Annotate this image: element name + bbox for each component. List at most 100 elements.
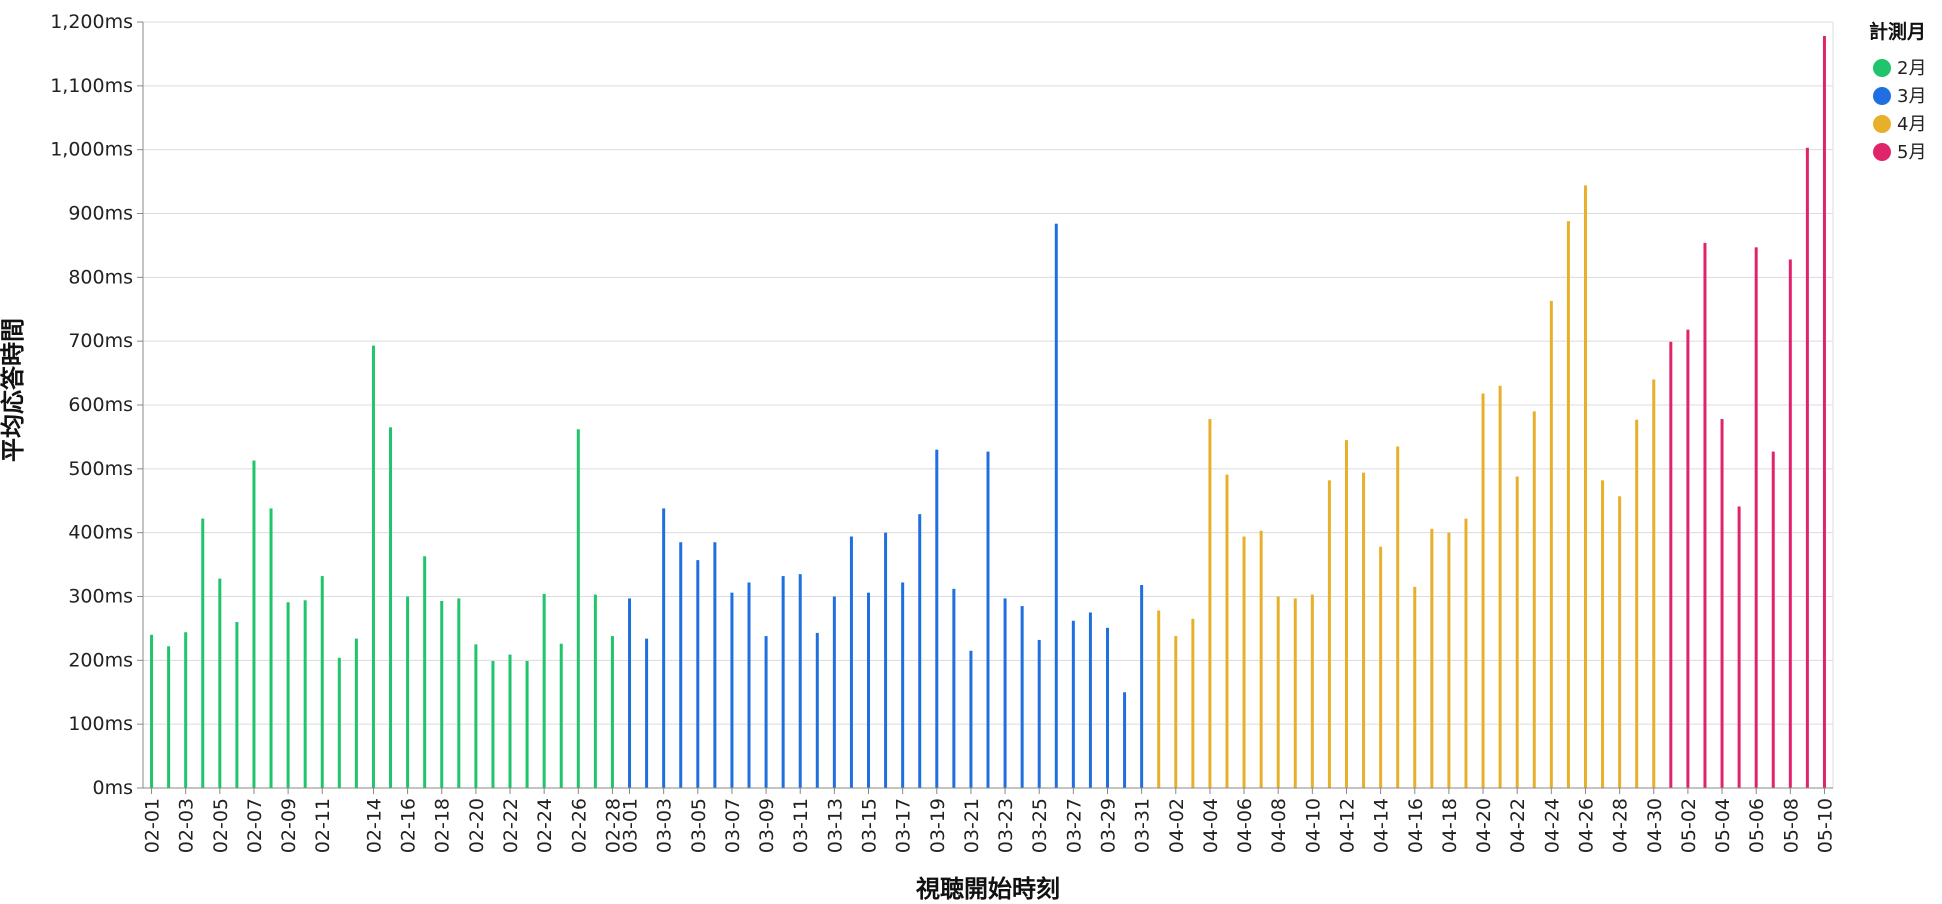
- bar-02-25: [559, 643, 563, 788]
- legend-swatch: [1873, 115, 1891, 133]
- bar-05-01: [1669, 341, 1673, 788]
- bar-03-31: [1140, 585, 1144, 788]
- y-tick-label: 800ms: [68, 266, 133, 288]
- bar-04-03: [1191, 618, 1195, 788]
- x-tick-label: 04-16: [1405, 798, 1427, 853]
- bar-04-01: [1157, 610, 1161, 788]
- bar-02-01: [150, 634, 154, 788]
- x-tick-label: 03-03: [654, 798, 676, 853]
- bar-03-28: [1088, 612, 1092, 788]
- y-tick-label: 900ms: [68, 203, 133, 225]
- x-tick-label: 05-06: [1746, 798, 1768, 853]
- legend: 計測月 2月 3月 4月 5月: [1869, 20, 1926, 163]
- x-tick-label: 02-09: [278, 798, 300, 853]
- x-tick-label: 03-11: [790, 798, 812, 853]
- bar-03-10: [781, 576, 785, 788]
- x-tick-label: 05-10: [1814, 798, 1836, 853]
- bar-04-02: [1174, 636, 1178, 788]
- bar-02-06: [235, 622, 239, 788]
- bar-03-05: [696, 560, 700, 788]
- bar-05-05: [1737, 506, 1741, 788]
- legend-label: 5月: [1897, 142, 1926, 163]
- bar-04-25: [1566, 221, 1570, 788]
- y-tick-label: 1,100ms: [50, 75, 133, 97]
- x-tick-label: 02-11: [312, 798, 334, 853]
- y-tick-label: 200ms: [68, 649, 133, 671]
- bar-02-14: [371, 345, 375, 788]
- bar-04-18: [1447, 532, 1451, 788]
- bar-02-05: [218, 578, 222, 788]
- bar-02-11: [320, 576, 324, 788]
- bar-05-06: [1754, 247, 1758, 788]
- bar-05-04: [1720, 419, 1724, 788]
- bar-02-28: [610, 636, 614, 788]
- bar-03-03: [662, 508, 666, 788]
- x-tick-label: 02-03: [176, 798, 198, 853]
- bar-03-02: [645, 638, 649, 788]
- x-tick-label: 03-07: [722, 798, 744, 853]
- x-tick-label: 04-08: [1268, 798, 1290, 853]
- x-tick-label: 03-31: [1132, 798, 1154, 853]
- x-tick-label: 02-05: [210, 798, 232, 853]
- x-tick-label: 03-23: [995, 798, 1017, 853]
- x-tick-label: 03-09: [756, 798, 778, 853]
- y-tick-label: 600ms: [68, 394, 133, 416]
- x-tick-label: 02-26: [568, 798, 590, 853]
- y-axis-title: 平均応答時間: [0, 318, 27, 462]
- bar-02-19: [457, 598, 461, 788]
- x-tick-label: 05-04: [1712, 798, 1734, 853]
- bar-02-02: [167, 646, 171, 788]
- bar-03-11: [798, 574, 802, 788]
- bar-02-12: [337, 657, 341, 788]
- bar-02-22: [508, 654, 512, 788]
- x-tick-label: 04-12: [1336, 798, 1358, 853]
- bar-04-27: [1601, 480, 1605, 788]
- bar-03-19: [935, 449, 939, 788]
- bar-03-07: [730, 592, 734, 788]
- bar-04-08: [1276, 596, 1280, 788]
- bar-04-09: [1293, 598, 1297, 788]
- x-tick-label: 02-14: [363, 798, 385, 853]
- bar-03-25: [1037, 639, 1041, 788]
- bar-03-21: [969, 650, 973, 788]
- bar-04-10: [1310, 594, 1314, 788]
- bar-02-08: [269, 508, 273, 788]
- bar-03-08: [747, 582, 751, 788]
- x-tick-label: 04-30: [1644, 798, 1666, 853]
- x-tick-label: 02-24: [534, 798, 556, 853]
- legend-label: 3月: [1897, 86, 1926, 107]
- bar-05-07: [1771, 451, 1775, 788]
- bar-04-22: [1515, 476, 1519, 788]
- x-tick-label: 02-28: [602, 798, 624, 853]
- bar-02-24: [542, 593, 546, 788]
- x-axis-title: 視聴開始時刻: [915, 875, 1060, 903]
- x-tick-label: 03-25: [1029, 798, 1051, 853]
- x-tick-label: 02-16: [398, 798, 420, 853]
- x-tick-label: 03-17: [893, 798, 915, 853]
- x-tick-label: 04-14: [1371, 798, 1393, 853]
- bar-05-10: [1822, 36, 1826, 789]
- x-axis: 02-01 02-03 02-05 02-07 02-09 02-11 02-14 02-16…: [142, 787, 1836, 853]
- bar-02-09: [286, 602, 290, 788]
- bar-02-03: [184, 632, 188, 788]
- x-tick-label: 03-01: [620, 798, 642, 853]
- bar-04-04: [1208, 419, 1212, 788]
- bar-03-12: [815, 632, 819, 788]
- bar-03-24: [1020, 606, 1024, 788]
- x-tick-label: 02-20: [466, 798, 488, 853]
- bar-03-17: [901, 582, 905, 788]
- bar-02-27: [593, 594, 597, 788]
- bar-02-26: [576, 429, 580, 788]
- bar-03-22: [986, 451, 990, 788]
- y-tick-label: 100ms: [68, 713, 133, 735]
- bar-04-19: [1464, 518, 1468, 788]
- bar-04-12: [1344, 440, 1348, 788]
- x-tick-label: 03-29: [1097, 798, 1119, 853]
- legend-swatch: [1873, 59, 1891, 77]
- bar-05-02: [1686, 329, 1690, 788]
- bar-04-29: [1635, 419, 1639, 788]
- bar-03-06: [713, 542, 717, 788]
- x-tick-label: 02-07: [244, 798, 266, 853]
- bar-05-03: [1703, 242, 1707, 789]
